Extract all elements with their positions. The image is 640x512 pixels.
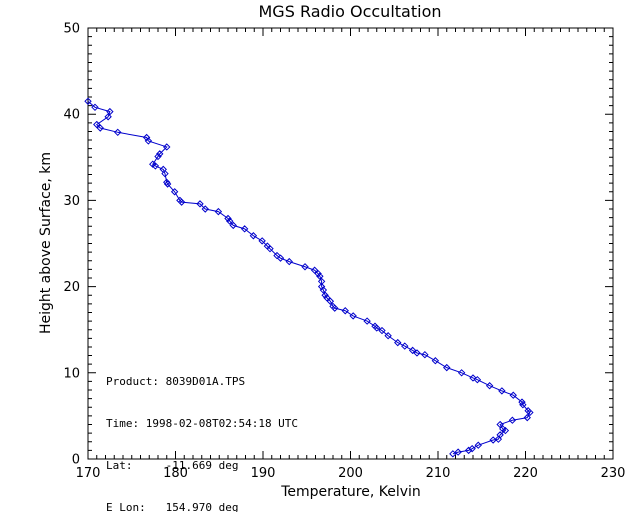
x-axis-label: Temperature, Kelvin <box>280 484 421 500</box>
chart-title: MGS Radio Occultation <box>259 2 442 21</box>
x-tick-label: 170 <box>76 466 101 481</box>
x-tick-label: 230 <box>601 466 626 481</box>
annotation-line-time: Time: 1998-02-08T02:54:18 UTC <box>106 417 299 430</box>
annotation-line-elon: E Lon: 154.970 deg <box>106 501 239 512</box>
annotation-line-product: Product: 8039D01A.TPS <box>106 375 246 388</box>
x-tick-label: 180 <box>163 466 188 481</box>
y-tick-label: 30 <box>63 194 80 209</box>
x-tick-label: 200 <box>338 466 363 481</box>
profile-markers <box>84 97 534 458</box>
x-tick-label: 190 <box>251 466 276 481</box>
annotation-line-lat: Lat: -11.669 deg <box>106 459 239 472</box>
axis-ticks <box>87 27 614 460</box>
x-tick-label: 220 <box>513 466 538 481</box>
y-tick-label: 40 <box>63 108 80 123</box>
annotation-block: Product: 8039D01A.TPS Time: 1998-02-08T0… <box>106 347 298 512</box>
y-tick-label: 0 <box>72 453 80 468</box>
x-tick-label: 210 <box>426 466 451 481</box>
y-tick-label: 20 <box>63 280 80 295</box>
y-tick-label: 10 <box>63 366 80 381</box>
y-tick-label: 50 <box>63 22 80 37</box>
y-axis-label: Height above Surface, km <box>38 152 54 334</box>
